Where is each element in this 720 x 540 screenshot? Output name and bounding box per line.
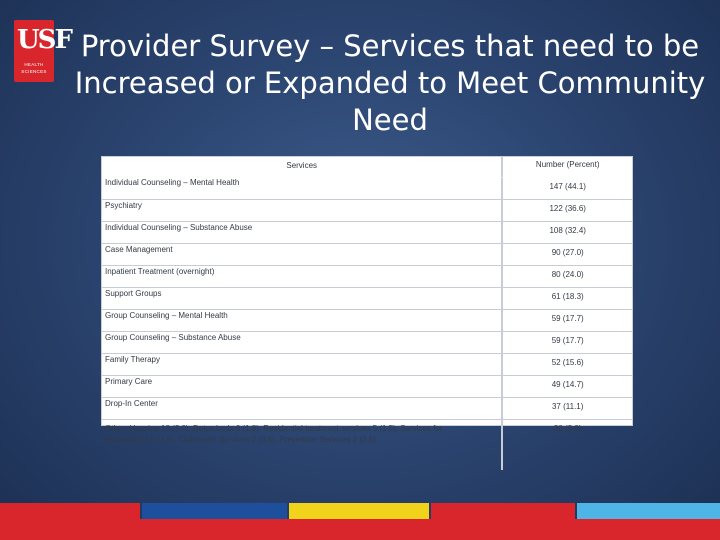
table-row-other: Other: Housing 10 (3.0), Detox beds 6 (1…	[102, 420, 632, 470]
service-cell: Case Management	[102, 244, 502, 266]
other-line-2: Adolescents 5 (1.5), Clubhouse Services …	[105, 435, 376, 444]
service-cell: Family Therapy	[102, 354, 502, 376]
header-number-percent: Number (Percent)	[501, 157, 632, 178]
number-cell: 59 (17.7)	[501, 310, 632, 332]
service-cell: Drop-In Center	[102, 398, 502, 420]
logo-line-2: SCIENCES	[21, 69, 47, 74]
logo-line-1: HEALTH	[24, 62, 44, 67]
number-cell-other: 30 (9.0)	[501, 420, 632, 470]
number-cell: 108 (32.4)	[501, 222, 632, 244]
number-cell: 122 (36.6)	[501, 200, 632, 222]
table-row: Case Management 90 (27.0)	[102, 244, 632, 266]
number-cell: 147 (44.1)	[501, 178, 632, 200]
table-row: Group Counseling – Mental Health 59 (17.…	[102, 310, 632, 332]
number-cell: 80 (24.0)	[501, 266, 632, 288]
table-row: Individual Counseling – Mental Health 14…	[102, 178, 632, 200]
service-cell: Individual Counseling – Mental Health	[102, 178, 502, 200]
number-cell: 37 (11.1)	[501, 398, 632, 420]
service-cell: Group Counseling – Substance Abuse	[102, 332, 502, 354]
number-cell: 61 (18.3)	[501, 288, 632, 310]
footer-segment	[577, 503, 720, 519]
table-row: Inpatient Treatment (overnight) 80 (24.0…	[102, 266, 632, 288]
footer-segment	[289, 503, 429, 519]
slide-title: Provider Survey – Services that need to …	[74, 29, 706, 137]
other-line-1: Other: Housing 10 (3.0), Detox beds 6 (1…	[105, 424, 443, 433]
footer-segment	[431, 503, 575, 519]
table-row: Psychiatry 122 (36.6)	[102, 200, 632, 222]
number-cell: 52 (15.6)	[501, 354, 632, 376]
footer-segment	[0, 503, 140, 519]
footer-color-bar	[0, 503, 720, 523]
services-table: Services Number (Percent) Individual Cou…	[101, 156, 633, 470]
footer-strip	[0, 519, 720, 540]
header-services: Services	[102, 157, 502, 178]
number-cell: 49 (14.7)	[501, 376, 632, 398]
service-cell: Psychiatry	[102, 200, 502, 222]
table-row: Primary Care 49 (14.7)	[102, 376, 632, 398]
logo-mark: USF	[17, 25, 73, 55]
footer-segment	[142, 503, 287, 519]
service-cell: Support Groups	[102, 288, 502, 310]
table-row: Family Therapy 52 (15.6)	[102, 354, 632, 376]
table-header-row: Services Number (Percent)	[102, 157, 632, 178]
service-cell: Inpatient Treatment (overnight)	[102, 266, 502, 288]
service-cell: Individual Counseling – Substance Abuse	[102, 222, 502, 244]
table-row: Group Counseling – Substance Abuse 59 (1…	[102, 332, 632, 354]
table-row: Drop-In Center 37 (11.1)	[102, 398, 632, 420]
table-row: Support Groups 61 (18.3)	[102, 288, 632, 310]
service-cell: Primary Care	[102, 376, 502, 398]
usf-health-logo: USF HEALTH SCIENCES	[14, 20, 73, 82]
service-cell: Group Counseling – Mental Health	[102, 310, 502, 332]
table-row: Individual Counseling – Substance Abuse …	[102, 222, 632, 244]
number-cell: 90 (27.0)	[501, 244, 632, 266]
service-cell-other: Other: Housing 10 (3.0), Detox beds 6 (1…	[102, 420, 501, 470]
number-cell: 59 (17.7)	[501, 332, 632, 354]
